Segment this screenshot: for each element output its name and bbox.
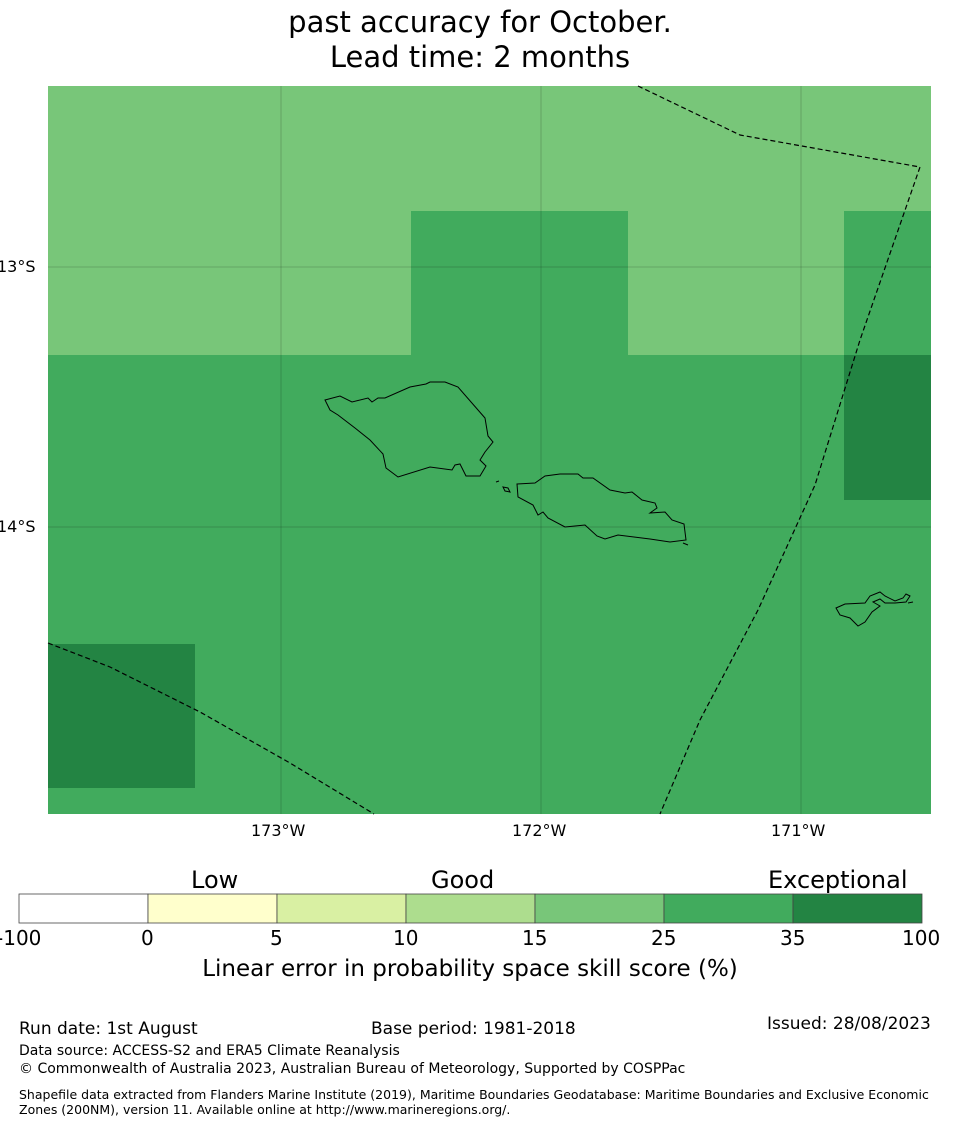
run-date: Run date: 1st August [19,1019,198,1039]
colorbar-tick: 10 [393,926,419,950]
islands [324,381,914,627]
lon-label-171w: 171°W [771,821,826,840]
colorbar-swatch [792,893,923,924]
savaii-island [324,381,494,478]
base-period: Base period: 1981-2018 [371,1019,576,1039]
lon-label-172w: 172°W [512,821,567,840]
colorbar-swatch [534,893,665,924]
gridlines [48,86,931,814]
colorbar-swatch [663,893,794,924]
shapefile-credit: Shapefile data extracted from Flanders M… [19,1087,929,1117]
lat-label-13s: 13°S [0,257,36,276]
issued-date: Issued: 28/08/2023 [767,1014,931,1034]
colorbar-tick: 5 [270,926,283,950]
colorbar-tick: 35 [780,926,806,950]
copyright: © Commonwealth of Australia 2023, Austra… [19,1061,686,1077]
colorbar [18,893,923,924]
colorbar-tick: 25 [651,926,677,950]
skill-map [47,85,931,815]
colorbar-swatch [405,893,536,924]
colorbar-tick: 0 [141,926,154,950]
colorbar-swatch [18,893,149,924]
skill-cell-light [48,211,411,355]
upolu-island [516,473,687,543]
colorbar-heading-low: Low [191,866,239,894]
colorbar-tick: -100 [0,926,42,950]
map-title-line2: Lead time: 2 months [329,40,631,74]
colorbar-heading-exceptional: Exceptional [768,866,908,894]
map-title-line1: past accuracy for October. [288,5,672,39]
skill-cell-dark [48,644,195,788]
skill-cell-light [628,211,844,355]
colorbar-label: Linear error in probability space skill … [202,956,738,982]
lat-label-14s: 14°S [0,517,36,536]
colorbar-swatch [276,893,407,924]
colorbar-heading-good: Good [431,866,495,894]
colorbar-tick: 15 [522,926,548,950]
manono-island [495,480,511,493]
eez-boundary [47,85,921,815]
skill-cell-dark [844,355,931,500]
tutuila-island [835,591,911,627]
colorbar-swatch [147,893,278,924]
data-source: Data source: ACCESS-S2 and ERA5 Climate … [19,1043,400,1059]
lon-label-173w: 173°W [251,821,306,840]
colorbar-tick: 100 [902,926,941,950]
skill-cell-light [48,86,931,211]
